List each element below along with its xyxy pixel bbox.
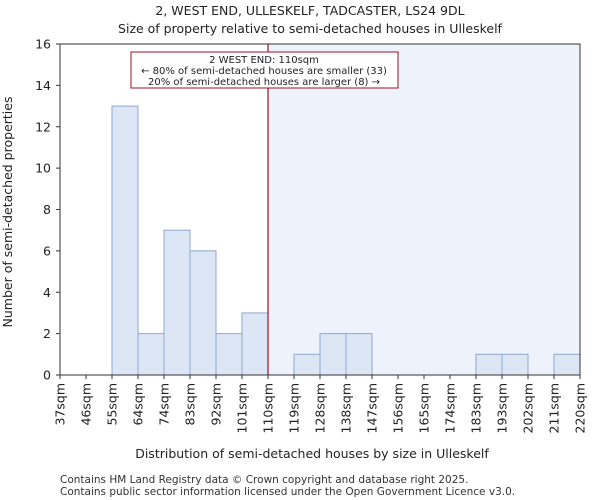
y-tick-label: 14: [35, 78, 51, 93]
bar-211sqm: [553, 353, 581, 376]
x-tick-label: 46sqm: [79, 383, 94, 426]
x-tick-label: 92sqm: [209, 383, 224, 426]
bar-101sqm: [241, 312, 269, 376]
annotation-line-2: ← 80% of semi-detached houses are smalle…: [141, 66, 387, 77]
x-tick-label: 119sqm: [287, 383, 302, 433]
chart-title: 2, WEST END, ULLESKELF, TADCASTER, LS24 …: [155, 3, 464, 18]
y-tick-label: 6: [43, 243, 51, 258]
bars-group: [111, 105, 581, 376]
x-axis: 37sqm 46sqm 55sqm 64sqm 74sqm 83sqm 92sqm 101sq…: [53, 375, 588, 433]
y-tick-label: 16: [35, 37, 51, 52]
x-tick-label: 165sqm: [417, 383, 432, 433]
bar-74sqm: [163, 229, 191, 376]
bar-128sqm: [319, 333, 347, 376]
bar-193sqm: [501, 353, 529, 376]
x-tick-label: 202sqm: [521, 383, 536, 433]
x-tick-label: 183sqm: [469, 383, 484, 433]
x-tick-label: 156sqm: [391, 383, 406, 433]
bar-138sqm: [345, 333, 373, 376]
bar-64sqm: [137, 333, 165, 376]
bar-55sqm: [111, 105, 139, 376]
x-tick-label: 110sqm: [261, 383, 276, 433]
y-tick-label: 0: [43, 368, 51, 383]
x-tick-label: 211sqm: [547, 383, 562, 433]
annotation-line-3: 20% of semi-detached houses are larger (…: [148, 77, 380, 88]
x-tick-label: 64sqm: [131, 383, 146, 426]
bar-119sqm: [293, 353, 321, 376]
x-tick-label: 174sqm: [443, 383, 458, 433]
y-axis: 0 2 4 6 8 10 12 14 16: [35, 37, 60, 383]
x-tick-label: 193sqm: [495, 383, 510, 433]
y-tick-label: 2: [43, 326, 51, 341]
footer-line-2: Contains public sector information licen…: [60, 486, 515, 498]
annotation-frame: [130, 51, 399, 89]
y-axis-label: Number of semi-detached properties: [0, 97, 15, 328]
chart-subtitle: Size of property relative to semi-detach…: [118, 21, 503, 36]
footer-line-1: Contains HM Land Registry data © Crown c…: [60, 474, 468, 486]
x-tick-label: 138sqm: [339, 383, 354, 433]
x-tick-label: 220sqm: [573, 383, 588, 433]
annotation-box: 2 WEST END: 110sqm ← 80% of semi-detache…: [130, 51, 399, 89]
x-tick-label: 74sqm: [157, 383, 172, 426]
y-tick-label: 10: [35, 161, 51, 176]
y-tick-label: 12: [35, 119, 51, 134]
x-tick-label: 83sqm: [183, 383, 198, 426]
y-tick-label: 8: [43, 202, 51, 217]
larger-region-highlight: [268, 44, 580, 375]
bar-183sqm: [475, 353, 503, 376]
bar-83sqm: [189, 250, 217, 376]
x-tick-label: 37sqm: [53, 383, 68, 426]
bar-92sqm: [215, 333, 243, 376]
x-tick-label: 101sqm: [235, 383, 250, 433]
x-tick-label: 147sqm: [365, 383, 380, 433]
y-tick-label: 4: [43, 285, 51, 300]
annotation-line-1: 2 WEST END: 110sqm: [209, 55, 319, 66]
x-tick-label: 128sqm: [313, 383, 328, 433]
x-tick-label: 55sqm: [105, 383, 120, 426]
x-axis-label: Distribution of semi-detached houses by …: [135, 446, 489, 461]
